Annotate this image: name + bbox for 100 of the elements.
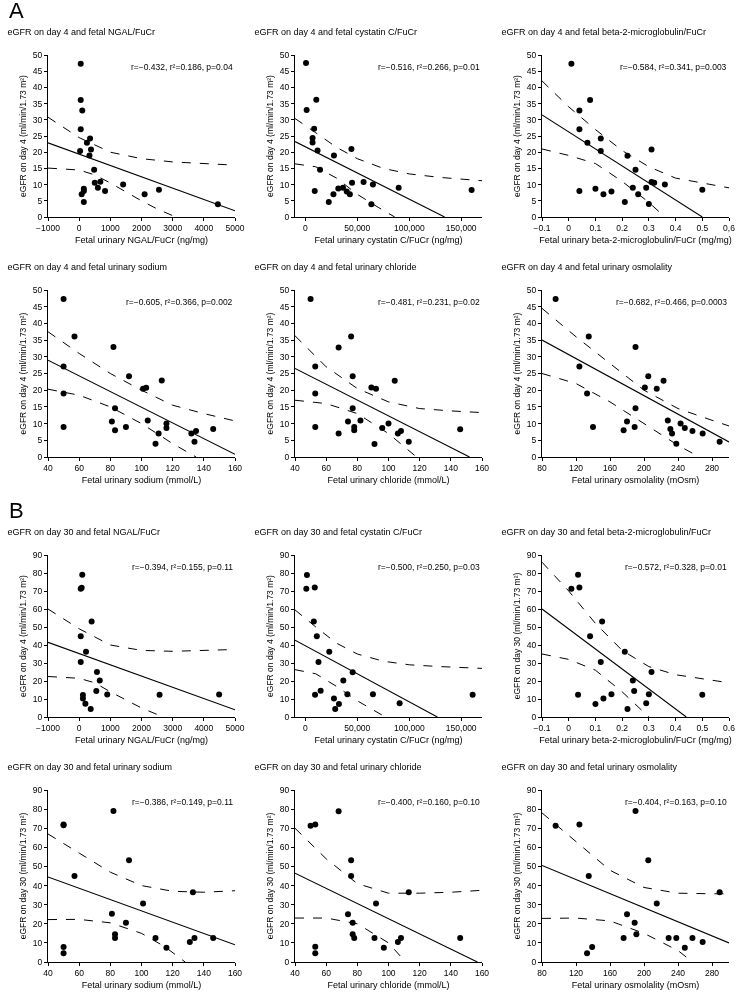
y-tick-label: 40 <box>32 318 43 329</box>
chart-title: eGFR on day 30 and fetal cystatin C/FuCr <box>254 527 422 537</box>
y-tick-label: 40 <box>279 318 290 329</box>
y-tick-label: 10 <box>526 418 537 429</box>
text: A <box>9 0 24 23</box>
y-tick-label: 50 <box>526 621 537 632</box>
y-tick-label: 90 <box>32 784 43 795</box>
x-tick-label: 0.1 <box>589 723 602 734</box>
y-tick-label: 30 <box>526 899 537 910</box>
x-tick-label: 4000 <box>194 723 214 734</box>
y-tick-label: 90 <box>279 784 290 795</box>
y-tick-label: 50 <box>279 284 290 295</box>
chart-title: eGFR on day 30 and fetal NGAL/FuCr <box>7 527 160 537</box>
x-tick-label: 4000 <box>194 223 214 234</box>
y-tick-label: 0 <box>284 211 290 222</box>
y-tick-label: 50 <box>526 861 537 872</box>
chart-title: eGFR on day 30 and fetal urinary sodium <box>7 762 172 772</box>
x-tick-label: 0 <box>566 723 572 734</box>
y-tick-label: 50 <box>32 861 43 872</box>
x-axis-title: Fetal urinary NGAL/FuCr (ng/mg) <box>74 235 209 245</box>
y-tick-label: 10 <box>32 418 43 429</box>
y-tick-label: 10 <box>32 693 43 704</box>
y-tick-label: 60 <box>279 842 290 853</box>
x-axis-title: Fetal urinary osmolality (mOsm) <box>571 475 700 485</box>
y-tick-label: 50 <box>526 49 537 60</box>
x-tick-label: 160 <box>474 463 490 474</box>
text: B <box>9 498 24 523</box>
y-tick-label: 80 <box>32 567 43 578</box>
x-tick-label: 160 <box>474 968 490 979</box>
chart-title: eGFR on day 30 and fetal beta-2-microglobulin/FuCr <box>501 527 712 537</box>
y-tick-label: 10 <box>526 937 537 948</box>
y-axis-title: eGFR on day 4 (ml/min/1.73 m²) <box>512 312 523 435</box>
x-axis-title: Fetal urinary sodium (mmol/L) <box>81 475 202 485</box>
x-tick-label: 120 <box>412 463 428 474</box>
x-tick-label: 100 <box>381 968 396 979</box>
y-axis-title: eGFR on day 4 (ml/min/1.73 m²) <box>18 312 29 435</box>
y-tick-label: 80 <box>526 567 537 578</box>
y-tick-label: 15 <box>279 163 290 174</box>
y-tick-label: 35 <box>279 98 290 109</box>
x-tick-label: 150,000 <box>445 223 477 234</box>
x-axis-title: Fetal urinary cystatin C/FuCr (ng/mg) <box>314 235 463 245</box>
y-tick-label: 30 <box>32 114 43 125</box>
annotation: r=−0.682, r²=0.466, p=0.0003 <box>616 297 728 307</box>
y-tick-label: 45 <box>279 301 290 312</box>
x-axis-title: Fetal urinary beta-2-microglobulin/FuCr (mg/mg) <box>539 235 732 245</box>
y-tick-label: 90 <box>526 549 537 560</box>
x-tick-label: 50,000 <box>344 723 371 734</box>
annotation: r=−0.572, r²=0.328, p=0.01 <box>625 562 727 572</box>
x-tick-label: 280 <box>704 463 720 474</box>
y-tick-label: 90 <box>32 549 43 560</box>
y-tick-label: 30 <box>279 899 290 910</box>
y-tick-label: 0 <box>37 711 43 722</box>
y-tick-label: 10 <box>279 179 290 190</box>
y-tick-label: 80 <box>32 804 43 815</box>
x-tick-label: 100,000 <box>393 723 425 734</box>
y-tick-label: 25 <box>526 130 537 141</box>
y-tick-label: 80 <box>526 804 537 815</box>
x-axis-title: Fetal urinary NGAL/FuCr (ng/mg) <box>74 735 209 745</box>
y-tick-label: 0 <box>531 956 537 967</box>
y-tick-label: 70 <box>32 585 43 596</box>
y-tick-label: 50 <box>32 49 43 60</box>
x-tick-label: 2000 <box>132 223 152 234</box>
y-tick-label: 40 <box>279 639 290 650</box>
x-tick-label: 80 <box>352 968 363 979</box>
y-tick-label: 10 <box>279 693 290 704</box>
y-tick-label: 70 <box>279 823 290 834</box>
chart-title: eGFR on day 4 and fetal NGAL/FuCr <box>7 27 155 37</box>
y-tick-label: 20 <box>526 385 537 396</box>
x-tick-label: 280 <box>704 968 720 979</box>
x-tick-label: 0 <box>566 223 572 234</box>
annotation: r=−0.432, r²=0.186, p=0.04 <box>131 62 233 72</box>
x-tick-label: 0.6 <box>723 723 736 734</box>
y-tick-label: 10 <box>279 418 290 429</box>
chart-title: eGFR on day 30 and fetal urinary osmolality <box>501 762 678 772</box>
y-tick-label: 5 <box>284 195 290 206</box>
x-tick-label: 100 <box>381 463 396 474</box>
annotation: r=−0.404, r²=0.163, p=0.10 <box>625 797 727 807</box>
x-tick-label: 60 <box>74 463 85 474</box>
y-tick-label: 20 <box>526 147 537 158</box>
x-tick-label: 0.5 <box>696 723 709 734</box>
y-tick-label: 20 <box>526 675 537 686</box>
y-tick-label: 15 <box>32 163 43 174</box>
x-tick-label: 150,000 <box>445 723 477 734</box>
x-tick-label: 100,000 <box>393 223 425 234</box>
x-tick-label: 1000 <box>100 223 121 234</box>
x-tick-label: −1000 <box>36 223 61 234</box>
y-tick-label: 45 <box>526 301 537 312</box>
x-tick-label: 0 <box>303 723 309 734</box>
x-tick-label: 160 <box>602 968 618 979</box>
x-tick-label: 120 <box>165 463 181 474</box>
x-tick-label: 160 <box>227 463 243 474</box>
x-tick-label: 0 <box>76 723 82 734</box>
y-tick-label: 0 <box>284 956 290 967</box>
y-tick-label: 40 <box>32 639 43 650</box>
y-axis-title: eGFR on day 4 (ml/min/1.73 m²) <box>265 74 276 197</box>
x-tick-label: 240 <box>670 463 686 474</box>
y-tick-label: 5 <box>37 195 43 206</box>
y-tick-label: 20 <box>32 147 43 158</box>
y-tick-label: 70 <box>32 823 43 834</box>
y-tick-label: 25 <box>279 368 290 379</box>
